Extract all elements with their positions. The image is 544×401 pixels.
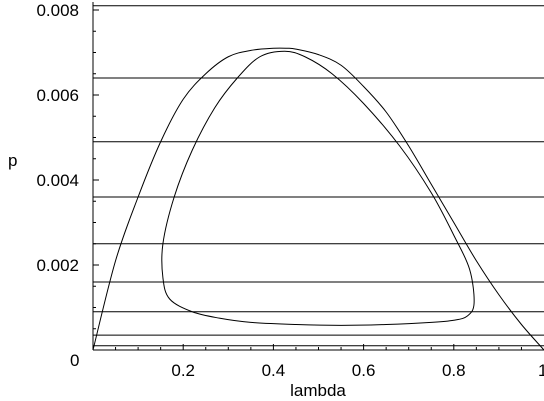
y-axis-title: p xyxy=(8,151,17,170)
x-end-label: 1 xyxy=(538,361,544,380)
x-axis-title: lambda xyxy=(290,381,346,400)
x-origin-label: 0 xyxy=(70,351,79,370)
x-tick-label-2: 0.6 xyxy=(352,361,376,380)
y-tick-label-1: 0.004 xyxy=(36,171,79,190)
horizontal-lines-group xyxy=(93,5,544,347)
curves-group xyxy=(92,47,544,351)
inner-loop-curve xyxy=(161,50,475,326)
y-tick-label-0: 0.002 xyxy=(36,256,79,275)
y-ticks-group: 0.002 0.004 0.006 0.008 xyxy=(36,1,99,330)
x-tick-label-3: 0.8 xyxy=(442,361,466,380)
x-tick-label-0: 0.2 xyxy=(171,361,195,380)
x-tick-label-1: 0.4 xyxy=(262,361,286,380)
y-tick-label-3: 0.008 xyxy=(36,1,79,20)
y-tick-label-2: 0.006 xyxy=(36,86,79,105)
x-ticks-group: 0.2 0.4 0.6 0.8 xyxy=(115,344,522,380)
outer-curve xyxy=(92,47,544,351)
